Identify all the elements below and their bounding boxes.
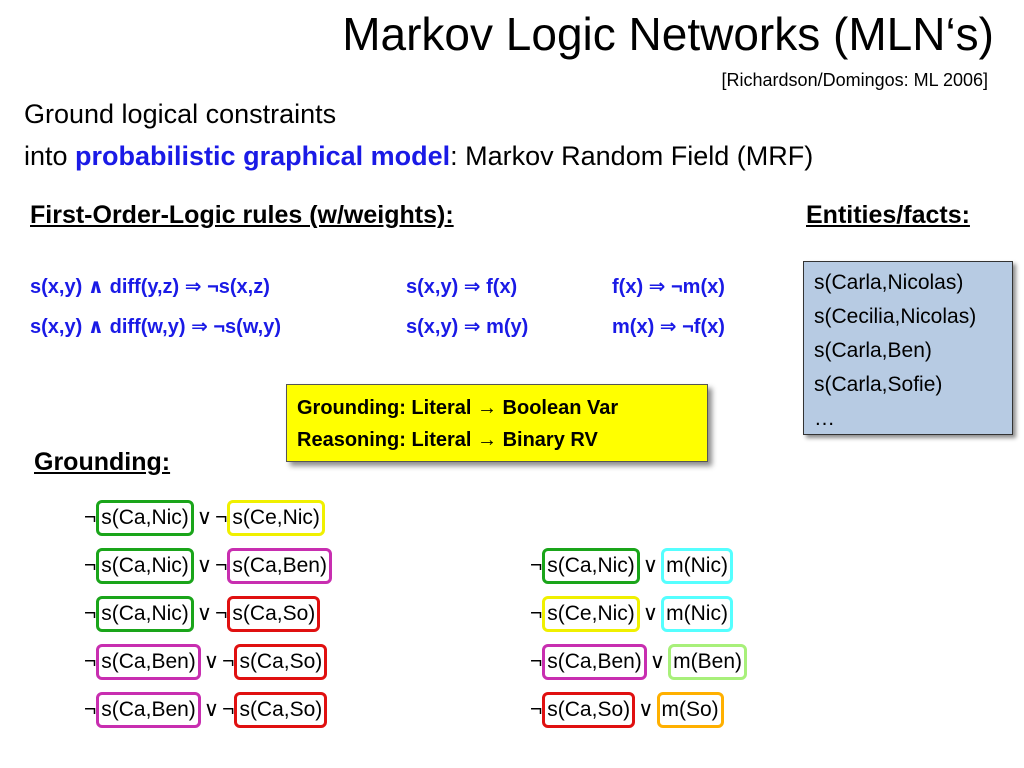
negation-symbol: ¬ bbox=[84, 602, 97, 625]
rules-heading: First-Order-Logic rules (w/weights): bbox=[30, 201, 454, 229]
negation-symbol: ¬ bbox=[215, 602, 228, 625]
ground-clause: ¬ s(Ca,Nic) ∨ ¬ s(Ca,So) bbox=[84, 596, 321, 632]
ground-clause: ¬ s(Ca,So) ∨ m(So) bbox=[530, 692, 724, 728]
intro-suffix: : Markov Random Field (MRF) bbox=[450, 141, 814, 171]
ground-literal: s(Ce,Nic) bbox=[542, 596, 640, 632]
or-symbol: ∨ bbox=[196, 554, 213, 577]
rule-4: s(x,y) ∧ diff(w,y) ⇒ ¬s(w,y) bbox=[30, 316, 281, 338]
intro-line-2: into probabilistic graphical model: Mark… bbox=[24, 141, 813, 172]
ground-clause: ¬ s(Ca,Nic) ∨ m(Nic) bbox=[530, 548, 733, 584]
grounding-note-line-2: Reasoning: Literal → Binary RV bbox=[297, 429, 598, 451]
or-symbol: ∨ bbox=[642, 602, 659, 625]
ground-literal: s(Ca,Ben) bbox=[96, 692, 201, 728]
or-symbol: ∨ bbox=[203, 698, 220, 721]
ground-clause: ¬ s(Ca,Nic) ∨ ¬ s(Ce,Nic) bbox=[84, 500, 325, 536]
or-symbol: ∨ bbox=[196, 602, 213, 625]
fact-item: s(Carla,Nicolas) bbox=[814, 271, 964, 294]
ground-literal: s(Ca,So) bbox=[227, 596, 321, 632]
ground-literal: s(Ca,Nic) bbox=[96, 500, 194, 536]
negation-symbol: ¬ bbox=[222, 650, 235, 673]
rule-1: s(x,y) ∧ diff(y,z) ⇒ ¬s(x,z) bbox=[30, 276, 270, 298]
facts-box: s(Carla,Nicolas) s(Cecilia,Nicolas) s(Ca… bbox=[803, 261, 1013, 435]
ground-literal: m(Nic) bbox=[661, 548, 733, 584]
ground-literal: s(Ca,Ben) bbox=[227, 548, 332, 584]
intro-highlight: probabilistic graphical model bbox=[75, 141, 451, 171]
intro-prefix: into bbox=[24, 141, 76, 171]
ground-literal: m(So) bbox=[656, 692, 724, 728]
ground-literal: s(Ca,Ben) bbox=[542, 644, 647, 680]
negation-symbol: ¬ bbox=[222, 698, 235, 721]
rule-2: s(x,y) ⇒ f(x) bbox=[406, 276, 518, 298]
fact-item: s(Carla,Ben) bbox=[814, 339, 932, 362]
ground-literal: s(Ca,Nic) bbox=[542, 548, 640, 584]
grounding-note-line-1: Grounding: Literal → Boolean Var bbox=[297, 397, 619, 419]
ground-literal: s(Ca,So) bbox=[234, 644, 328, 680]
fact-item: s(Carla,Sofie) bbox=[814, 373, 943, 396]
ground-clause: ¬ s(Ca,Nic) ∨ ¬ s(Ca,Ben) bbox=[84, 548, 332, 584]
rule-3: f(x) ⇒ ¬m(x) bbox=[612, 276, 725, 298]
grounding-heading: Grounding: bbox=[34, 448, 171, 476]
or-symbol: ∨ bbox=[649, 650, 666, 673]
ground-clause: ¬ s(Ca,Ben) ∨ m(Ben) bbox=[530, 644, 748, 680]
rule-5: s(x,y) ⇒ m(y) bbox=[406, 316, 529, 338]
ground-literal: m(Nic) bbox=[661, 596, 733, 632]
ground-literal: s(Ca,Nic) bbox=[96, 548, 194, 584]
negation-symbol: ¬ bbox=[84, 506, 97, 529]
ground-clause: ¬ s(Ce,Nic) ∨ m(Nic) bbox=[530, 596, 733, 632]
ground-literal: s(Ca,So) bbox=[234, 692, 328, 728]
negation-symbol: ¬ bbox=[84, 554, 97, 577]
slide-title: Markov Logic Networks (MLN‘s) bbox=[342, 8, 994, 60]
or-symbol: ∨ bbox=[203, 650, 220, 673]
facts-heading: Entities/facts: bbox=[806, 201, 970, 229]
ground-literal: m(Ben) bbox=[668, 644, 748, 680]
negation-symbol: ¬ bbox=[84, 698, 97, 721]
negation-symbol: ¬ bbox=[84, 650, 97, 673]
ground-literal: s(Ce,Nic) bbox=[227, 500, 325, 536]
intro-line-1: Ground logical constraints bbox=[24, 99, 337, 129]
negation-symbol: ¬ bbox=[215, 506, 228, 529]
negation-symbol: ¬ bbox=[530, 650, 543, 673]
citation: [Richardson/Domingos: ML 2006] bbox=[721, 70, 988, 90]
negation-symbol: ¬ bbox=[530, 698, 543, 721]
or-symbol: ∨ bbox=[196, 506, 213, 529]
fact-ellipsis: … bbox=[814, 407, 835, 430]
grounding-note-box: Grounding: Literal → Boolean Var Reasoni… bbox=[286, 384, 708, 462]
ground-literal: s(Ca,Nic) bbox=[96, 596, 194, 632]
or-symbol: ∨ bbox=[638, 698, 654, 721]
rule-6: m(x) ⇒ ¬f(x) bbox=[612, 316, 725, 338]
ground-literal: s(Ca,So) bbox=[542, 692, 636, 728]
ground-literal: s(Ca,Ben) bbox=[96, 644, 201, 680]
negation-symbol: ¬ bbox=[215, 554, 228, 577]
negation-symbol: ¬ bbox=[530, 554, 543, 577]
ground-clause: ¬ s(Ca,Ben) ∨ ¬ s(Ca,So) bbox=[84, 644, 328, 680]
ground-clause: ¬ s(Ca,Ben) ∨ ¬ s(Ca,So) bbox=[84, 692, 328, 728]
or-symbol: ∨ bbox=[642, 554, 659, 577]
negation-symbol: ¬ bbox=[530, 602, 543, 625]
fact-item: s(Cecilia,Nicolas) bbox=[814, 305, 977, 328]
